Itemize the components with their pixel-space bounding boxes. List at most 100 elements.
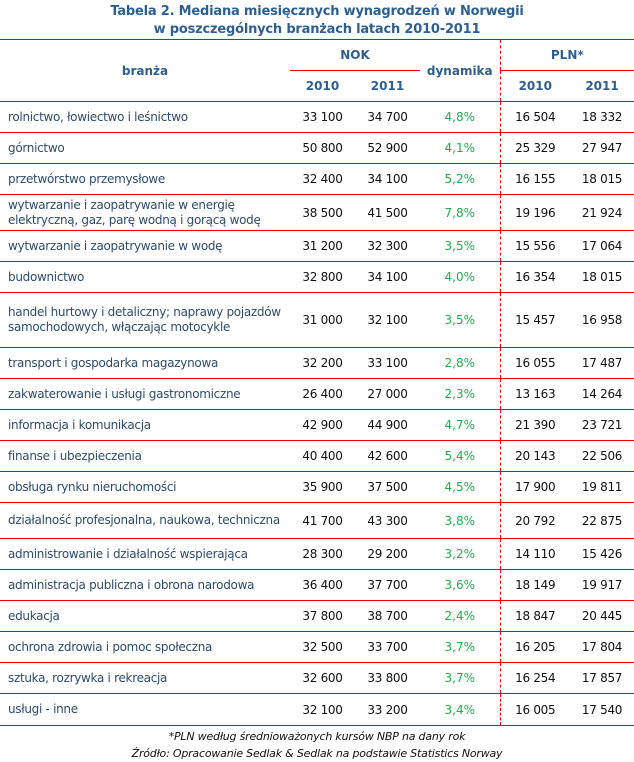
dynamika: 3,7% [420, 662, 501, 694]
nok-2011: 33 100 [367, 356, 408, 370]
header-pln-2010: 2010 [518, 79, 552, 93]
table-row: budownictwo 32 800 34 100 4,0% 16 354 18 015 [0, 261, 634, 293]
pln-2010: 17 900 [515, 480, 556, 494]
pln-2011: 15 426 [581, 547, 623, 561]
pln-2011: 20 445 [581, 609, 623, 623]
nok-2011: 32 100 [367, 313, 408, 327]
nok-2010: 33 100 [302, 110, 343, 124]
nok-2010: 41 700 [302, 513, 343, 528]
nok-2011: 33 200 [367, 702, 408, 717]
pln-2011: 17 064 [581, 239, 623, 253]
industry-name: usługi - inne [8, 702, 78, 716]
pln-2010: 15 457 [515, 313, 556, 327]
industry-name: rolnictwo, łowiectwo i leśnictwo [8, 109, 188, 124]
industry-name: wytwarzanie i zaopatrywanie w wodę [8, 238, 223, 253]
table-row: działalność profesjonalna, naukowa, tech… [0, 502, 634, 539]
table-row: transport i gospodarka magazynowa 32 200 3… [0, 347, 634, 379]
industry-name: handel hurtowy i detaliczny; naprawy poj… [8, 305, 281, 334]
nok-2010: 40 400 [302, 449, 343, 463]
pln-2010: 16 005 [515, 702, 556, 717]
table-row: górnictwo 50 800 52 900 4,1% 25 329 27 947 [0, 132, 634, 164]
pln-2011: 23 721 [581, 418, 623, 432]
header-nok: NOK [290, 39, 421, 71]
nok-2010: 32 400 [302, 172, 343, 186]
dynamika: 3,7% [420, 631, 501, 663]
dynamika: 4,5% [420, 471, 501, 503]
nok-2010: 42 900 [302, 418, 343, 432]
table-row: zakwaterowanie i usługi gastronomiczne 26… [0, 378, 634, 410]
table-row: finanse i ubezpieczenia 40 400 42 600 5,4% 2… [0, 440, 634, 472]
header-pln-2011: 2011 [585, 79, 619, 93]
nok-2011: 43 300 [367, 513, 408, 528]
industry-name: informacja i komunikacja [8, 417, 151, 432]
nok-2011: 42 600 [367, 449, 408, 463]
dynamika: 3,4% [420, 693, 501, 726]
dynamika: 7,8% [420, 194, 501, 231]
table-row: rolnictwo, łowiectwo i leśnictwo 33 100 34… [0, 101, 634, 133]
pln-2011: 18 015 [581, 270, 623, 284]
pln-2010: 14 110 [515, 547, 556, 561]
nok-2010: 37 800 [302, 609, 343, 623]
nok-2011: 32 300 [367, 239, 408, 253]
industry-name: przetwórstwo przemysłowe [8, 171, 165, 186]
table-row: edukacja 37 800 38 700 2,4% 18 847 20 445 [0, 600, 634, 632]
pln-2011: 19 811 [581, 480, 623, 494]
source: Źródło: Opracowanie Sedlak & Sedlak na p… [131, 747, 503, 760]
dynamika: 4,8% [420, 101, 501, 133]
pln-2011: 18 015 [581, 172, 623, 186]
pln-2010: 16 205 [515, 640, 556, 654]
pln-2010: 20 792 [515, 513, 556, 528]
pln-2010: 16 254 [515, 671, 556, 685]
industry-name: działalność profesjonalna, naukowa, tech… [8, 513, 280, 527]
nok-2011: 33 700 [367, 640, 408, 654]
pln-2011: 17 540 [581, 702, 623, 717]
nok-2011: 37 700 [367, 578, 408, 592]
pln-2010: 19 196 [515, 205, 556, 220]
pln-2010: 21 390 [515, 418, 556, 432]
pln-2011: 17 857 [581, 671, 623, 685]
pln-2011: 19 917 [581, 578, 623, 592]
pln-2011: 22 506 [581, 449, 623, 463]
nok-2010: 26 400 [302, 387, 343, 401]
industry-name: sztuka, rozrywka i rekreacja [8, 670, 168, 685]
nok-2010: 38 500 [302, 205, 343, 220]
pln-2010: 16 354 [515, 270, 556, 284]
pln-2011: 16 958 [581, 313, 623, 327]
industry-name: obsługa rynku nieruchomości [8, 479, 177, 494]
header-branza: branża [0, 39, 290, 102]
nok-2010: 32 500 [302, 640, 343, 654]
title-line-2: w poszczególnych branżach latach 2010-20… [153, 22, 481, 37]
pln-2011: 17 487 [581, 356, 623, 370]
table-row: usługi - inne 32 100 33 200 3,4% 16 005 17 54… [0, 693, 634, 726]
pln-2010: 15 556 [515, 239, 556, 253]
pln-2011: 27 947 [581, 141, 623, 155]
table-row: wytwarzanie i zaopatrywanie w energię el… [0, 194, 634, 231]
table-row: handel hurtowy i detaliczny; naprawy poj… [0, 292, 634, 348]
pln-2011: 21 924 [581, 205, 623, 220]
table-row: wytwarzanie i zaopatrywanie w wodę 31 200… [0, 230, 634, 262]
footnote: *PLN według średnioważonych kursów NBP n… [168, 730, 466, 743]
industry-name: administrowanie i działalność wspierając… [8, 546, 248, 561]
dynamika: 2,4% [420, 600, 501, 632]
industry-name: ochrona zdrowia i pomoc społeczna [8, 639, 213, 654]
industry-name: wytwarzanie i zaopatrywanie w energię el… [8, 197, 261, 227]
dynamika: 5,4% [420, 440, 501, 472]
table-title: Tabela 2. Mediana miesięcznych wynagrodz… [0, 0, 634, 38]
nok-2011: 38 700 [367, 609, 408, 623]
nok-2010: 36 400 [302, 578, 343, 592]
table-row: administrowanie i działalność wspierając… [0, 538, 634, 570]
salary-table: branża NOK dynamika PLN* 2010 2011 2010 … [0, 39, 634, 726]
pln-2010: 16 155 [515, 172, 556, 186]
dynamika: 2,3% [420, 378, 501, 410]
nok-2011: 34 100 [367, 270, 408, 284]
nok-2010: 28 300 [302, 547, 343, 561]
nok-2011: 34 700 [367, 110, 408, 124]
header-nok-2011: 2011 [370, 79, 405, 93]
industry-name: edukacja [8, 608, 60, 623]
nok-2010: 32 100 [302, 702, 343, 717]
nok-2011: 44 900 [367, 418, 408, 432]
dynamika: 4,7% [420, 409, 501, 441]
dynamika: 5,2% [420, 163, 501, 195]
title-line-1: Tabela 2. Mediana miesięcznych wynagrodz… [110, 4, 524, 19]
dynamika: 3,5% [420, 292, 501, 348]
